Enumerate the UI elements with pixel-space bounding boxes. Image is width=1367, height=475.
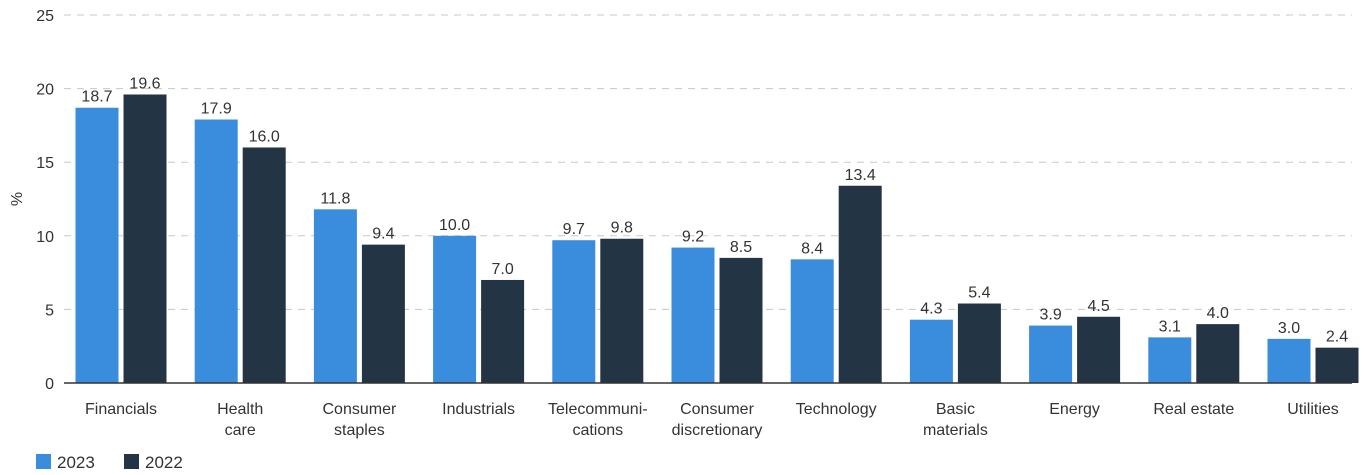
data-label: 17.9 xyxy=(201,101,232,118)
bar-2022 xyxy=(242,147,286,383)
y-tick-label: 15 xyxy=(36,155,54,172)
bar-2022 xyxy=(957,303,1001,383)
category-label: Utilities xyxy=(1287,401,1339,418)
bar-2023 xyxy=(313,209,357,383)
category-label: Real estate xyxy=(1153,401,1234,418)
category-label: Health care xyxy=(217,401,263,439)
data-label: 9.2 xyxy=(682,229,704,246)
bar-2023 xyxy=(671,247,715,383)
y-axis-label: % xyxy=(9,192,26,206)
bar-2023 xyxy=(552,240,596,383)
data-label: 8.5 xyxy=(730,239,752,256)
data-label: 8.4 xyxy=(801,240,823,257)
data-label: 3.1 xyxy=(1159,318,1181,335)
category-label: Telecommuni-cations xyxy=(548,401,648,439)
data-label: 11.8 xyxy=(320,190,350,207)
data-label: 4.3 xyxy=(920,301,942,318)
legend-label: 2022 xyxy=(145,453,183,472)
data-label: 9.8 xyxy=(611,220,633,237)
legend-label: 2023 xyxy=(57,453,95,472)
y-tick-label: 20 xyxy=(36,82,54,99)
category-labels: Financials Health care Consumer staples Indus… xyxy=(85,401,1339,439)
legend: 2023 2022 xyxy=(36,453,183,472)
data-label: 5.4 xyxy=(968,285,990,302)
bar-2023 xyxy=(1029,325,1073,383)
y-tick-label: 5 xyxy=(45,302,54,319)
data-label: 13.4 xyxy=(845,167,876,184)
bar-2023 xyxy=(194,119,238,384)
category-label: Technology xyxy=(796,401,877,418)
data-label: 4.5 xyxy=(1087,298,1109,315)
data-label: 3.0 xyxy=(1278,320,1300,337)
y-axis-ticks: 0 5 10 15 20 25 xyxy=(36,8,54,393)
bar-2022 xyxy=(361,244,405,383)
legend-swatch-2023 xyxy=(36,454,51,469)
bar-2022 xyxy=(838,185,882,383)
bars xyxy=(75,94,1359,384)
bar-2022 xyxy=(1196,324,1240,383)
data-label: 3.9 xyxy=(1039,307,1061,324)
category-label: Basic materials xyxy=(923,401,988,439)
y-tick-label: 0 xyxy=(45,376,54,393)
category-label: Financials xyxy=(85,401,157,418)
bar-2023 xyxy=(75,107,119,384)
bar-2022 xyxy=(481,279,525,383)
legend-swatch-2022 xyxy=(124,454,139,469)
bar-2022 xyxy=(600,238,644,383)
data-label: 2.4 xyxy=(1326,329,1348,346)
bar-2022 xyxy=(123,94,167,383)
bar-2023 xyxy=(1148,337,1192,383)
bar-2023 xyxy=(433,235,477,383)
category-label: Consumer discretionary xyxy=(672,401,763,439)
data-label: 9.4 xyxy=(372,226,394,243)
category-label: Consumer staples xyxy=(322,401,396,439)
data-label: 10.0 xyxy=(439,217,470,234)
data-labels: 18.7 17.9 11.8 10.0 9.7 9.2 8.4 4.3 3.9 3.1 3.0 19.… xyxy=(81,75,1348,345)
bar-2022 xyxy=(719,257,763,383)
bar-2022 xyxy=(1315,347,1359,383)
category-label: Energy xyxy=(1049,401,1100,418)
bar-2022 xyxy=(1077,316,1121,383)
y-tick-label: 25 xyxy=(36,8,54,25)
bar-2023 xyxy=(1267,338,1311,383)
data-label: 19.6 xyxy=(129,75,160,92)
bar-2023 xyxy=(790,259,834,383)
data-label: 9.7 xyxy=(563,221,585,238)
bar-2023 xyxy=(909,319,953,383)
category-label: Industrials xyxy=(442,401,515,418)
data-label: 18.7 xyxy=(81,89,112,106)
data-label: 4.0 xyxy=(1207,305,1229,322)
data-label: 16.0 xyxy=(249,128,280,145)
y-tick-label: 10 xyxy=(36,229,54,246)
data-label: 7.0 xyxy=(491,261,513,278)
